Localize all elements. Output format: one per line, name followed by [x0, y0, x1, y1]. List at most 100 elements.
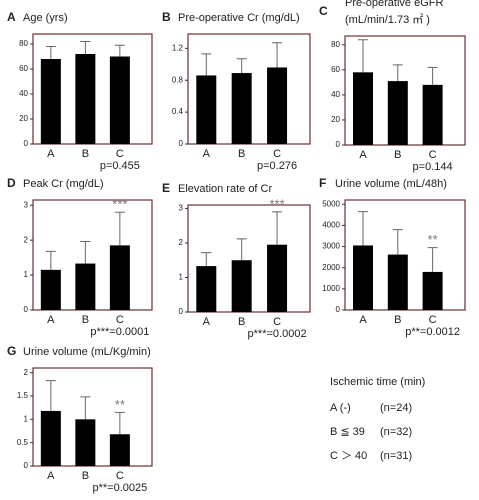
y-tick-label: 0 — [24, 305, 29, 314]
y-tick-label: 4000 — [322, 220, 340, 229]
y-tick-label: 2 — [24, 235, 29, 244]
bar — [231, 260, 252, 312]
legend-n: (n=24) — [380, 402, 412, 414]
x-tick-label: C — [429, 149, 437, 161]
error-bar — [236, 238, 247, 261]
x-tick-label: B — [82, 314, 89, 326]
x-tick-label: C — [273, 148, 281, 160]
y-tick-label: 0.8 — [172, 75, 184, 84]
y-tick-label: 1 — [24, 270, 29, 279]
bar — [109, 434, 130, 466]
panel-label: A — [7, 10, 16, 24]
significance: *** — [112, 197, 127, 212]
y-tick-label: 1.2 — [172, 43, 184, 52]
bar — [75, 54, 96, 144]
p-value: p=0.276 — [257, 160, 297, 172]
p-value: p**=0.0025 — [92, 482, 147, 494]
error-bar — [45, 380, 56, 411]
p-value: p***=0.0001 — [90, 326, 149, 338]
y-tick-label: 60 — [19, 64, 28, 73]
x-tick-label: B — [82, 470, 89, 482]
panel-title: Elevation rate of Cr — [178, 183, 272, 195]
error-bar — [427, 247, 438, 272]
panel-label: D — [7, 176, 16, 190]
legend-group: C ＞ 40 — [330, 450, 367, 462]
error-bar — [358, 211, 368, 246]
y-tick-label: 40 — [331, 90, 340, 99]
y-tick-label: 20 — [331, 115, 340, 124]
panel-label: F — [319, 176, 326, 190]
bar — [231, 73, 252, 144]
x-tick-label: B — [394, 314, 401, 326]
bar — [75, 419, 96, 466]
legend-group: A (-) — [330, 402, 351, 414]
bar — [75, 263, 96, 310]
x-tick-label: C — [116, 314, 124, 326]
x-tick-label: A — [359, 149, 367, 161]
bar — [422, 271, 443, 310]
y-tick-label: 3 — [179, 204, 184, 213]
bar — [387, 254, 408, 310]
x-tick-label: B — [394, 149, 401, 161]
x-tick-label: B — [238, 316, 245, 328]
panel-title: (mL/min/1.73 ㎡ ) — [345, 13, 430, 26]
error-bar — [45, 250, 56, 270]
panel-title: Peak Cr (mg/dL) — [23, 178, 104, 190]
p-value: p=0.455 — [100, 160, 140, 172]
error-bar — [114, 211, 125, 246]
p-value: p**=0.0012 — [405, 326, 460, 338]
y-tick-label: 80 — [331, 40, 340, 49]
bar — [109, 56, 130, 144]
bar — [40, 269, 61, 310]
error-bar — [45, 46, 56, 59]
panel-title: Age (yrs) — [23, 12, 68, 24]
y-tick-label: 60 — [331, 65, 340, 74]
y-tick-label: 1 — [24, 414, 29, 423]
x-tick-label: A — [203, 148, 211, 160]
y-tick-label: 3000 — [322, 242, 340, 251]
y-tick-label: 0 — [336, 305, 341, 314]
error-bar — [114, 411, 125, 435]
significance: ** — [428, 232, 438, 247]
error-bar — [392, 229, 403, 255]
bar — [267, 244, 288, 312]
y-tick-label: 0 — [179, 139, 184, 148]
x-tick-label: C — [116, 148, 124, 160]
x-tick-label: A — [47, 314, 55, 326]
panel-title: Urine volume (mL/Kg/min) — [23, 346, 151, 358]
bar — [196, 266, 217, 312]
error-bar — [80, 41, 91, 54]
error-bar — [358, 39, 368, 73]
legend-group: B ≦ 39 — [330, 426, 365, 438]
y-tick-label: 2 — [179, 238, 184, 247]
x-tick-label: A — [203, 316, 211, 328]
significance: *** — [269, 196, 284, 211]
error-bar — [272, 42, 283, 68]
x-tick-label: C — [273, 316, 281, 328]
y-tick-label: 2 — [24, 368, 29, 377]
panel-label: G — [7, 344, 16, 358]
legend-title: Ischemic time (min) — [330, 376, 425, 388]
bar — [40, 59, 61, 144]
panel-title: Urine volume (mL/48h) — [335, 178, 447, 190]
panel-title: Pre-operative eGFR — [345, 0, 443, 9]
y-tick-label: 5000 — [322, 199, 340, 208]
bar — [353, 245, 373, 310]
x-tick-label: B — [82, 148, 89, 160]
error-bar — [392, 64, 403, 82]
y-tick-label: 1000 — [322, 284, 340, 293]
y-tick-label: 0.4 — [172, 107, 184, 116]
panel-title: Pre-operative Cr (mg/dL) — [178, 12, 300, 24]
y-tick-label: 0 — [336, 140, 341, 149]
bar — [196, 75, 217, 144]
x-tick-label: A — [47, 470, 55, 482]
y-tick-label: 0.5 — [17, 438, 29, 447]
error-bar — [201, 53, 212, 76]
y-tick-label: 0 — [179, 307, 184, 316]
y-tick-label: 0 — [24, 461, 29, 470]
error-bar — [236, 58, 247, 74]
bar — [109, 245, 130, 310]
error-bar — [201, 252, 212, 267]
x-tick-label: C — [116, 470, 124, 482]
